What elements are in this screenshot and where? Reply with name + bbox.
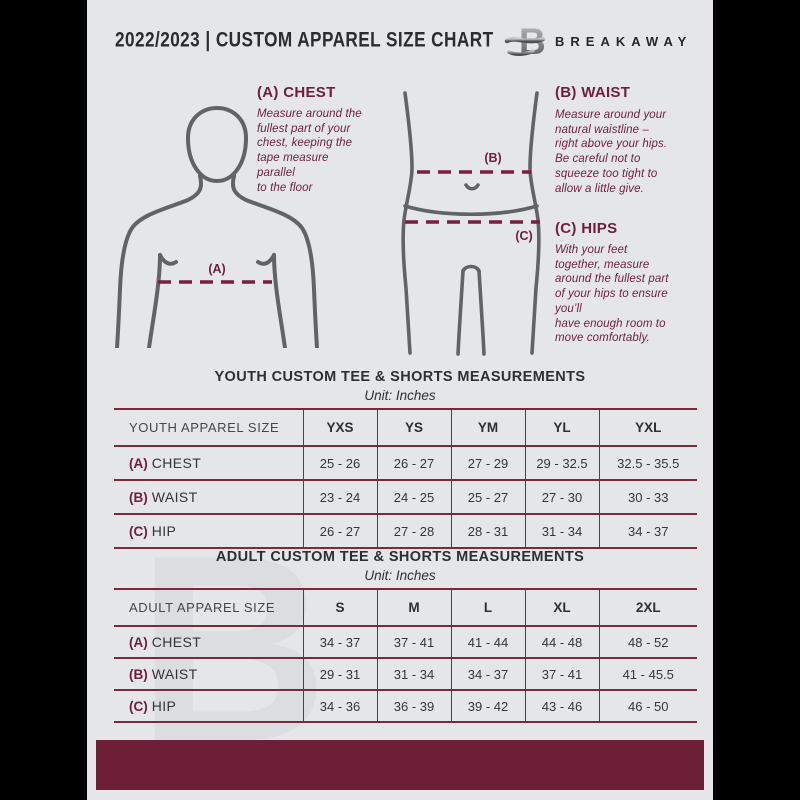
waist-heading: (B) WAIST — [555, 84, 631, 101]
row-label: HIP — [151, 523, 177, 539]
breakaway-logo-icon: B — [504, 21, 546, 62]
row-label-cell: (C) HIP — [114, 514, 303, 548]
value-cell: 44 - 48 — [524, 626, 599, 658]
row-marker: (C) — [129, 524, 148, 539]
value-cell: 24 - 25 — [376, 480, 451, 514]
hips-figure: (B) (C) — [401, 91, 541, 356]
footer-accent-bar — [96, 740, 704, 790]
adult-header-cell: 2XL — [598, 589, 697, 626]
row-label: CHEST — [151, 455, 202, 471]
watermark-letter: B — [137, 520, 328, 760]
chest-marker-label: (A) — [208, 262, 225, 276]
table-row: (B) WAIST 23 - 24 24 - 25 25 - 27 27 - 30… — [114, 480, 697, 514]
row-label: CHEST — [151, 634, 202, 650]
value-cell: 27 - 28 — [376, 514, 451, 548]
row-label: HIP — [151, 698, 177, 714]
value-cell: 36 - 39 — [376, 690, 451, 722]
row-label: WAIST — [151, 489, 198, 505]
value-cell: 43 - 46 — [524, 690, 599, 722]
adult-size-table: ADULT APPAREL SIZE S M L XL 2XL (A) CHEST… — [114, 588, 697, 723]
value-cell: 39 - 42 — [450, 690, 525, 722]
adult-header-cell: S — [302, 589, 377, 626]
youth-table-unit: Unit: Inches — [364, 388, 436, 403]
row-label-cell: (B) WAIST — [114, 480, 303, 514]
row-marker: (C) — [129, 699, 148, 714]
chest-instructions: Measure around the fullest part of your … — [257, 108, 362, 194]
table-row: (A) CHEST 34 - 37 37 - 41 41 - 44 44 - 48… — [114, 626, 697, 658]
value-cell: 31 - 34 — [376, 658, 451, 690]
youth-size-table: YOUTH APPAREL SIZE YXS YS YM YL YXL (A) C… — [114, 408, 697, 549]
youth-header-cell: YXS — [302, 409, 377, 446]
table-row: (A) CHEST 25 - 26 26 - 27 27 - 29 29 - 32… — [114, 446, 697, 480]
value-cell: 27 - 29 — [450, 446, 525, 480]
chest-heading: (A) CHEST — [257, 84, 336, 101]
hips-instructions: With your feet together, measure around … — [555, 244, 669, 345]
value-cell: 30 - 33 — [598, 480, 697, 514]
value-cell: 29 - 31 — [302, 658, 377, 690]
watermark-b-icon: B — [137, 520, 328, 760]
value-cell: 25 - 26 — [302, 446, 377, 480]
row-marker: (B) — [129, 667, 148, 682]
adult-header-cell: ADULT APPAREL SIZE — [129, 600, 276, 615]
chart-page: B 2022/2023 | CUSTOM APPAREL SIZE CHART … — [87, 0, 713, 800]
value-cell: 27 - 30 — [524, 480, 599, 514]
brand-name: BREAKAWAY — [555, 34, 693, 49]
value-cell: 23 - 24 — [302, 480, 377, 514]
value-cell: 41 - 45.5 — [598, 658, 697, 690]
row-label-cell: (B) WAIST — [114, 658, 303, 690]
value-cell: 26 - 27 — [302, 514, 377, 548]
value-cell: 34 - 37 — [450, 658, 525, 690]
value-cell: 34 - 37 — [302, 626, 377, 658]
youth-header-cell: YOUTH APPAREL SIZE — [129, 420, 280, 435]
adult-table-title: ADULT CUSTOM TEE & SHORTS MEASUREMENTS — [215, 549, 585, 565]
page-title: 2022/2023 | CUSTOM APPAREL SIZE CHART — [115, 28, 494, 52]
value-cell: 41 - 44 — [450, 626, 525, 658]
row-label-cell: (A) CHEST — [114, 626, 303, 658]
youth-header-cell: YXL — [598, 409, 697, 446]
adult-header-cell: L — [450, 589, 525, 626]
youth-header-cell: YL — [524, 409, 599, 446]
adult-header-cell: XL — [524, 589, 599, 626]
value-cell: 34 - 36 — [302, 690, 377, 722]
value-cell: 46 - 50 — [598, 690, 697, 722]
value-cell: 26 - 27 — [376, 446, 451, 480]
value-cell: 28 - 31 — [450, 514, 525, 548]
row-label-cell: (C) HIP — [114, 690, 303, 722]
waist-instructions: Measure around your natural waistline – … — [555, 109, 668, 195]
torso-figure: (A) — [115, 106, 319, 348]
value-cell: 25 - 27 — [450, 480, 525, 514]
waist-marker-label: (B) — [484, 151, 501, 165]
value-cell: 48 - 52 — [598, 626, 697, 658]
value-cell: 31 - 34 — [524, 514, 599, 548]
table-row: (B) WAIST 29 - 31 31 - 34 34 - 37 37 - 41… — [114, 658, 697, 690]
value-cell: 34 - 37 — [598, 514, 697, 548]
row-marker: (A) — [129, 456, 148, 471]
value-cell: 29 - 32.5 — [524, 446, 599, 480]
row-label-cell: (A) CHEST — [114, 446, 303, 480]
youth-header-cell: YM — [450, 409, 525, 446]
value-cell: 37 - 41 — [376, 626, 451, 658]
youth-header-row: YOUTH APPAREL SIZE YXS YS YM YL YXL — [114, 409, 697, 446]
row-label: WAIST — [151, 666, 198, 682]
hip-marker-label: (C) — [515, 229, 532, 243]
youth-table-title: YOUTH CUSTOM TEE & SHORTS MEASUREMENTS — [214, 369, 586, 385]
table-row: (C) HIP 26 - 27 27 - 28 28 - 31 31 - 34 3… — [114, 514, 697, 548]
youth-header-cell: YS — [376, 409, 451, 446]
row-marker: (A) — [129, 635, 148, 650]
value-cell: 32.5 - 35.5 — [598, 446, 697, 480]
row-marker: (B) — [129, 490, 148, 505]
adult-table-unit: Unit: Inches — [364, 568, 436, 583]
table-row: (C) HIP 34 - 36 36 - 39 39 - 42 43 - 46 4… — [114, 690, 697, 722]
hips-heading: (C) HIPS — [555, 220, 618, 237]
adult-header-cell: M — [376, 589, 451, 626]
value-cell: 37 - 41 — [524, 658, 599, 690]
adult-header-row: ADULT APPAREL SIZE S M L XL 2XL — [114, 589, 697, 626]
